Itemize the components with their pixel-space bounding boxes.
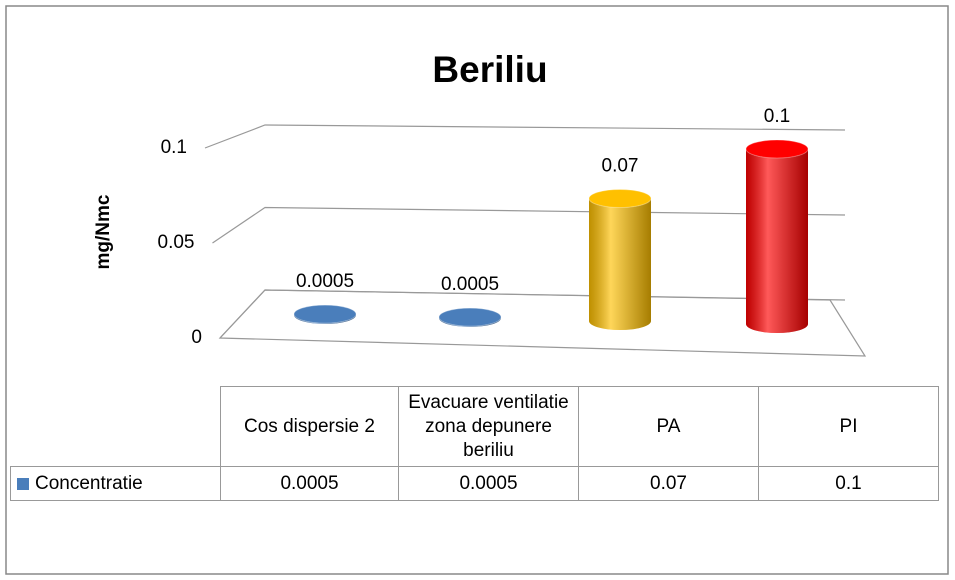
bar-top [745, 139, 809, 159]
table-header: Evacuare ventilatie zona depunere berili… [398, 386, 579, 467]
y-tick-label: 0.05 [158, 232, 195, 253]
table-header: PI [758, 386, 939, 467]
table-header: Cos dispersie 2 [220, 386, 399, 467]
chart-title: Beriliu [432, 49, 547, 90]
legend-key [17, 477, 29, 490]
table-value-text: 0.0005 [459, 472, 518, 494]
chart-border [5, 5, 949, 575]
data-label: 0.0005 [441, 274, 499, 295]
table-header-text: PA [656, 415, 681, 437]
legend-label: Concentratie [35, 472, 143, 494]
bar-shading [746, 149, 808, 333]
y-tick-label: 0.1 [161, 137, 187, 158]
bar-top [588, 189, 652, 208]
data-label: 0.0005 [296, 271, 354, 292]
bar-top [438, 307, 502, 327]
grid-line [204, 124, 846, 149]
y-axis-label: mg/Nmc [93, 194, 114, 269]
grid-line [219, 289, 846, 339]
grid-line [212, 206, 846, 244]
table-header: PA [578, 386, 759, 467]
table-value: 0.1 [758, 466, 939, 501]
table-value: 0.0005 [398, 466, 579, 501]
table-value: 0.07 [578, 466, 759, 501]
table-value-text: 0.07 [650, 472, 687, 494]
legend-cell: Concentratie [10, 466, 221, 501]
table-header-text: Cos dispersie 2 [244, 415, 375, 437]
table-value: 0.0005 [220, 466, 399, 501]
table-value-text: 0.1 [835, 472, 862, 494]
data-label: 0.1 [764, 106, 790, 127]
bar-shading [589, 198, 651, 330]
table-value-text: 0.0005 [280, 472, 339, 494]
plot-area: 0 0.05 0.1 0.0005 0.0005 0.07 0.1 [158, 106, 867, 357]
data-label: 0.07 [602, 156, 639, 177]
y-tick-label: 0 [191, 327, 202, 348]
table-header-text: Evacuare ventilatie zona depunere berili… [408, 391, 569, 461]
bar-top [293, 304, 357, 324]
table-header-text: PI [839, 415, 858, 437]
